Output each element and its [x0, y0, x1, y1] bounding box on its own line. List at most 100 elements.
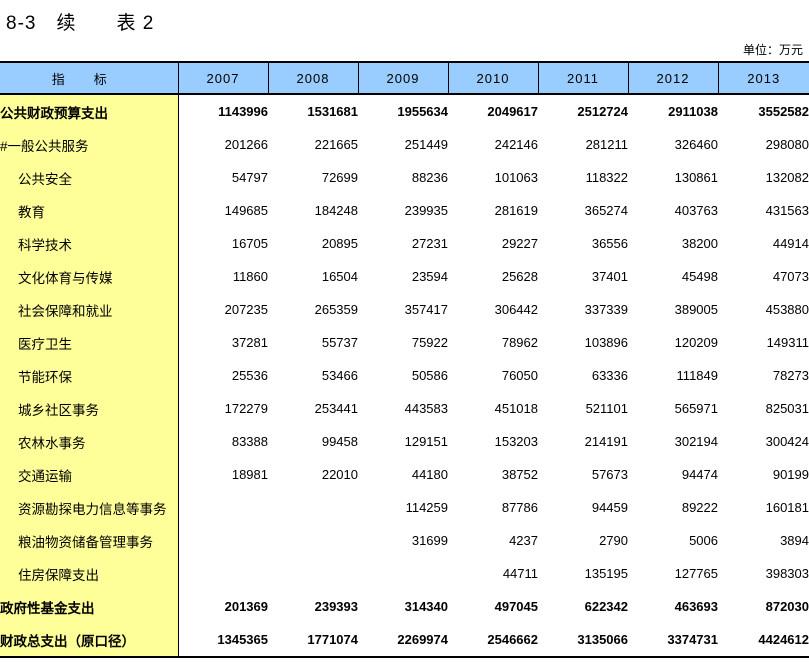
cell-2009: 239935 — [358, 194, 448, 227]
cell-2012: 130861 — [628, 161, 718, 194]
cell-2010: 242146 — [448, 128, 538, 161]
row-label: 公共财政预算支出 — [0, 94, 179, 128]
cell-2007 — [178, 557, 268, 590]
column-header-2010: 2010 — [447, 61, 539, 95]
cell-2012: 89222 — [628, 491, 718, 524]
cell-2013: 78273 — [718, 359, 809, 392]
cell-2007: 207235 — [178, 293, 268, 326]
table-row: 交通运输 18981 22010 44180 38752 57673 94474 90199 — [0, 458, 809, 491]
cell-2010: 101063 — [448, 161, 538, 194]
column-header-2012: 2012 — [627, 61, 719, 95]
cell-2008: 20895 — [268, 227, 358, 260]
cell-2008 — [268, 524, 358, 557]
cell-2013: 132082 — [718, 161, 809, 194]
cell-2008: 16504 — [268, 260, 358, 293]
table-row: 医疗卫生 37281 55737 75922 78962 103896 120209 1493… — [0, 326, 809, 359]
cell-2010: 2049617 — [448, 94, 538, 128]
cell-2011: 2790 — [538, 524, 628, 557]
cell-2012: 326460 — [628, 128, 718, 161]
cell-2013: 3552582 — [718, 94, 809, 128]
cell-2010: 281619 — [448, 194, 538, 227]
column-header-2011: 2011 — [537, 61, 629, 95]
cell-2013: 431563 — [718, 194, 809, 227]
row-label: 医疗卫生 — [0, 326, 179, 359]
cell-2008: 221665 — [268, 128, 358, 161]
cell-2011: 118322 — [538, 161, 628, 194]
cell-2007: 201369 — [178, 590, 268, 623]
cell-2009: 50586 — [358, 359, 448, 392]
cell-2010: 451018 — [448, 392, 538, 425]
cell-2012: 302194 — [628, 425, 718, 458]
column-header-2007: 2007 — [177, 61, 269, 95]
cell-2012: 389005 — [628, 293, 718, 326]
cell-2011: 63336 — [538, 359, 628, 392]
cell-2007: 201266 — [178, 128, 268, 161]
cell-2009: 88236 — [358, 161, 448, 194]
row-label: 教育 — [0, 194, 179, 227]
cell-2007: 149685 — [178, 194, 268, 227]
cell-2012: 120209 — [628, 326, 718, 359]
cell-2011: 622342 — [538, 590, 628, 623]
page-title: 8-3 续 表 2 — [6, 13, 155, 34]
cell-2008: 239393 — [268, 590, 358, 623]
cell-2009: 23594 — [358, 260, 448, 293]
cell-2013: 4424612 — [718, 623, 809, 658]
cell-2013: 825031 — [718, 392, 809, 425]
cell-2009: 129151 — [358, 425, 448, 458]
cell-2013: 872030 — [718, 590, 809, 623]
cell-2010: 76050 — [448, 359, 538, 392]
table-row: 财政总支出（原口径） 1345365 1771074 2269974 2546662 31… — [0, 623, 809, 658]
row-label: 农林水事务 — [0, 425, 179, 458]
cell-2011: 337339 — [538, 293, 628, 326]
cell-2010: 25628 — [448, 260, 538, 293]
cell-2010: 2546662 — [448, 623, 538, 658]
cell-2007: 16705 — [178, 227, 268, 260]
row-label: 住房保障支出 — [0, 557, 179, 590]
table-row: 科学技术 16705 20895 27231 29227 36556 38200 44914 — [0, 227, 809, 260]
cell-2010: 153203 — [448, 425, 538, 458]
table-body: 公共财政预算支出 1143996 1531681 1955634 2049617 2512… — [0, 94, 809, 658]
cell-2009: 357417 — [358, 293, 448, 326]
row-label: 社会保障和就业 — [0, 293, 179, 326]
cell-2012: 111849 — [628, 359, 718, 392]
cell-2013: 398303 — [718, 557, 809, 590]
row-label: 公共安全 — [0, 161, 179, 194]
cell-2008: 265359 — [268, 293, 358, 326]
cell-2009: 314340 — [358, 590, 448, 623]
cell-2008: 72699 — [268, 161, 358, 194]
row-label: 科学技术 — [0, 227, 179, 260]
table-row: 社会保障和就业 207235 265359 357417 306442 337339 389… — [0, 293, 809, 326]
cell-2009: 44180 — [358, 458, 448, 491]
cell-2008: 99458 — [268, 425, 358, 458]
row-label: 资源勘探电力信息等事务 — [0, 491, 179, 524]
table-row: 资源勘探电力信息等事务 114259 87786 94459 89222 160181 — [0, 491, 809, 524]
table-row: 农林水事务 83388 99458 129151 153203 214191 302194 3… — [0, 425, 809, 458]
cell-2009: 114259 — [358, 491, 448, 524]
table-row: 政府性基金支出 201369 239393 314340 497045 622342 463… — [0, 590, 809, 623]
cell-2008: 22010 — [268, 458, 358, 491]
unit-label: 单位：万元 — [742, 43, 803, 57]
cell-2012: 45498 — [628, 260, 718, 293]
cell-2013: 298080 — [718, 128, 809, 161]
cell-2011: 135195 — [538, 557, 628, 590]
column-header-indicator: 指 标 — [0, 61, 179, 95]
cell-2007: 37281 — [178, 326, 268, 359]
cell-2012: 463693 — [628, 590, 718, 623]
cell-2009: 75922 — [358, 326, 448, 359]
cell-2013: 90199 — [718, 458, 809, 491]
column-header-2009: 2009 — [357, 61, 449, 95]
cell-2010: 87786 — [448, 491, 538, 524]
cell-2008 — [268, 491, 358, 524]
cell-2007: 18981 — [178, 458, 268, 491]
cell-2011: 521101 — [538, 392, 628, 425]
table-row: 公共财政预算支出 1143996 1531681 1955634 2049617 2512… — [0, 94, 809, 128]
cell-2012: 38200 — [628, 227, 718, 260]
table-header: 指 标 2007 2008 2009 2010 2011 2012 2013 — [0, 61, 809, 95]
cell-2009: 27231 — [358, 227, 448, 260]
row-label: 文化体育与传媒 — [0, 260, 179, 293]
row-label: #一般公共服务 — [0, 128, 179, 161]
table-row: 粮油物资储备管理事务 31699 4237 2790 5006 3894 — [0, 524, 809, 557]
cell-2013: 300424 — [718, 425, 809, 458]
cell-2009: 251449 — [358, 128, 448, 161]
